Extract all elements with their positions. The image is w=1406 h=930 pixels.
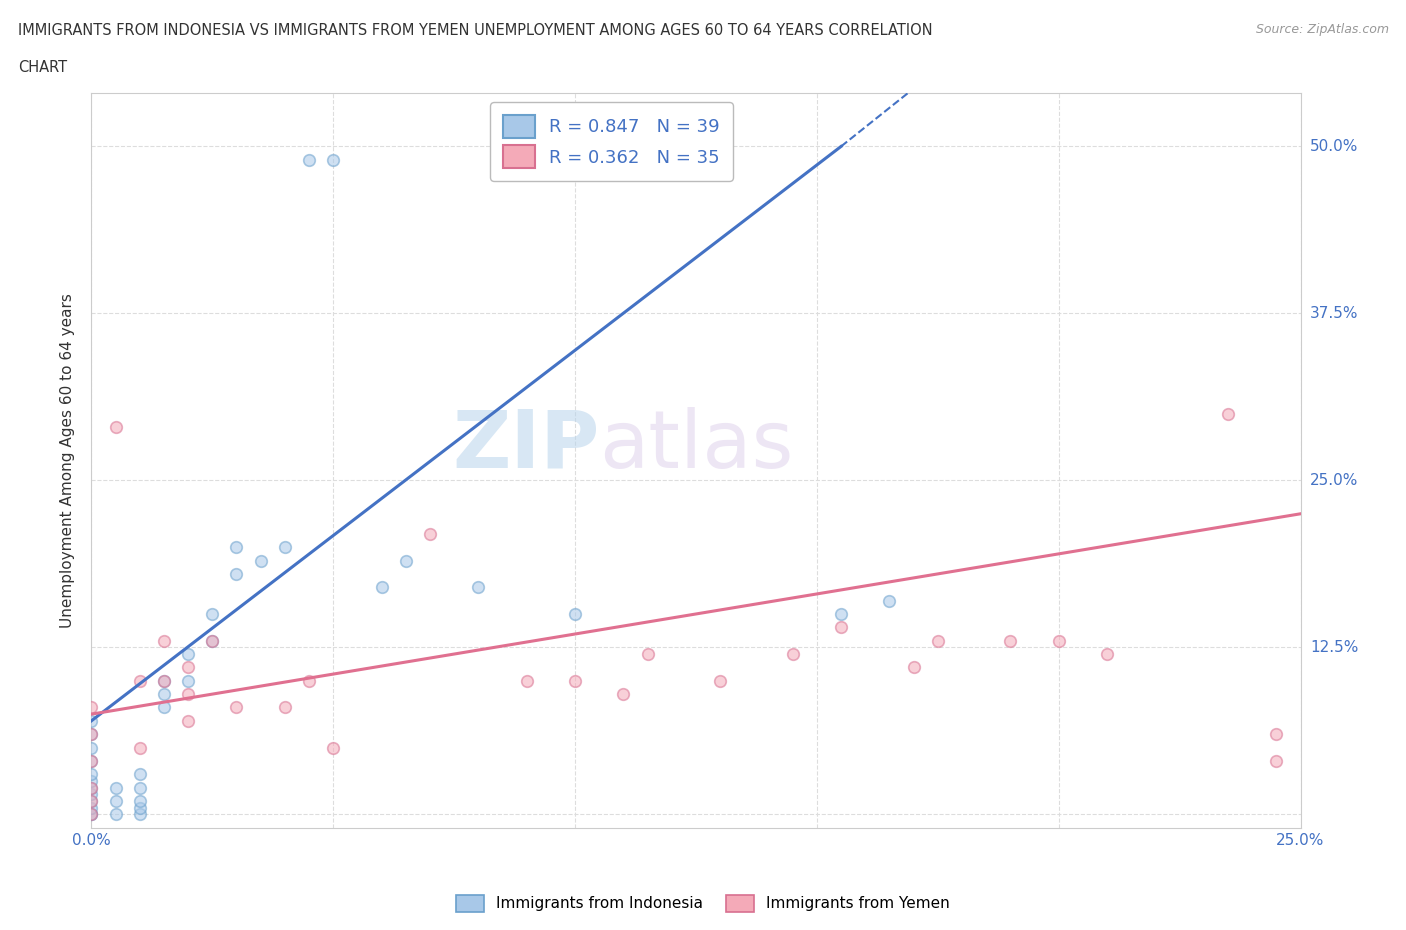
Point: [80, 753, 103, 768]
Point: [80, 780, 103, 795]
Point: [177, 713, 200, 728]
Point: [80, 700, 103, 715]
Point: [80, 807, 103, 822]
Point: [153, 673, 176, 688]
Point: [370, 579, 392, 594]
Point: [153, 633, 176, 648]
Y-axis label: Unemployment Among Ages 60 to 64 years: Unemployment Among Ages 60 to 64 years: [60, 293, 76, 628]
Point: [128, 780, 150, 795]
Point: [80, 753, 103, 768]
Point: [80, 787, 103, 802]
Point: [927, 633, 949, 648]
Point: [564, 673, 586, 688]
Point: [274, 539, 297, 554]
Point: [104, 793, 127, 808]
Point: [80, 726, 103, 741]
Point: [1265, 726, 1288, 741]
Point: [782, 646, 804, 661]
Point: [128, 673, 150, 688]
Point: [177, 646, 200, 661]
Point: [153, 673, 176, 688]
Point: [1047, 633, 1070, 648]
Point: [225, 539, 247, 554]
Point: [128, 767, 150, 782]
Point: [153, 700, 176, 715]
Legend: R = 0.847   N = 39, R = 0.362   N = 35: R = 0.847 N = 39, R = 0.362 N = 35: [489, 102, 733, 181]
Text: CHART: CHART: [18, 60, 67, 75]
Point: [128, 807, 150, 822]
Text: Source: ZipAtlas.com: Source: ZipAtlas.com: [1256, 23, 1389, 36]
Point: [830, 606, 852, 621]
Point: [1216, 406, 1239, 421]
Point: [80, 713, 103, 728]
Point: [879, 593, 901, 608]
Point: [80, 800, 103, 815]
Point: [637, 646, 659, 661]
Point: [419, 526, 441, 541]
Point: [249, 553, 271, 568]
Point: [1095, 646, 1118, 661]
Text: atlas: atlas: [599, 406, 793, 485]
Point: [177, 686, 200, 701]
Point: [80, 767, 103, 782]
Text: 25.0%: 25.0%: [1310, 472, 1358, 488]
Point: [104, 807, 127, 822]
Point: [322, 740, 344, 755]
Point: [80, 793, 103, 808]
Point: [516, 673, 538, 688]
Point: [80, 807, 103, 822]
Point: [104, 780, 127, 795]
Point: [322, 153, 344, 167]
Point: [612, 686, 634, 701]
Text: IMMIGRANTS FROM INDONESIA VS IMMIGRANTS FROM YEMEN UNEMPLOYMENT AMONG AGES 60 TO: IMMIGRANTS FROM INDONESIA VS IMMIGRANTS …: [18, 23, 934, 38]
Point: [1000, 633, 1022, 648]
Point: [201, 633, 224, 648]
Point: [225, 700, 247, 715]
Point: [177, 660, 200, 675]
Point: [128, 800, 150, 815]
Point: [153, 686, 176, 701]
Point: [709, 673, 731, 688]
Point: [225, 566, 247, 581]
Text: 12.5%: 12.5%: [1310, 640, 1358, 655]
Point: [80, 807, 103, 822]
Point: [298, 153, 321, 167]
Point: [903, 660, 925, 675]
Point: [128, 793, 150, 808]
Point: [830, 620, 852, 635]
Point: [104, 419, 127, 434]
Point: [201, 606, 224, 621]
Point: [80, 774, 103, 789]
Point: [395, 553, 418, 568]
Point: [80, 793, 103, 808]
Point: [298, 673, 321, 688]
Point: [1265, 753, 1288, 768]
Text: ZIP: ZIP: [451, 406, 599, 485]
Text: 50.0%: 50.0%: [1310, 139, 1358, 154]
Point: [564, 606, 586, 621]
Point: [467, 579, 489, 594]
Point: [80, 740, 103, 755]
Point: [80, 780, 103, 795]
Point: [128, 740, 150, 755]
Text: 37.5%: 37.5%: [1310, 306, 1358, 321]
Point: [177, 673, 200, 688]
Legend: Immigrants from Indonesia, Immigrants from Yemen: Immigrants from Indonesia, Immigrants fr…: [450, 889, 956, 918]
Point: [274, 700, 297, 715]
Point: [201, 633, 224, 648]
Point: [80, 726, 103, 741]
